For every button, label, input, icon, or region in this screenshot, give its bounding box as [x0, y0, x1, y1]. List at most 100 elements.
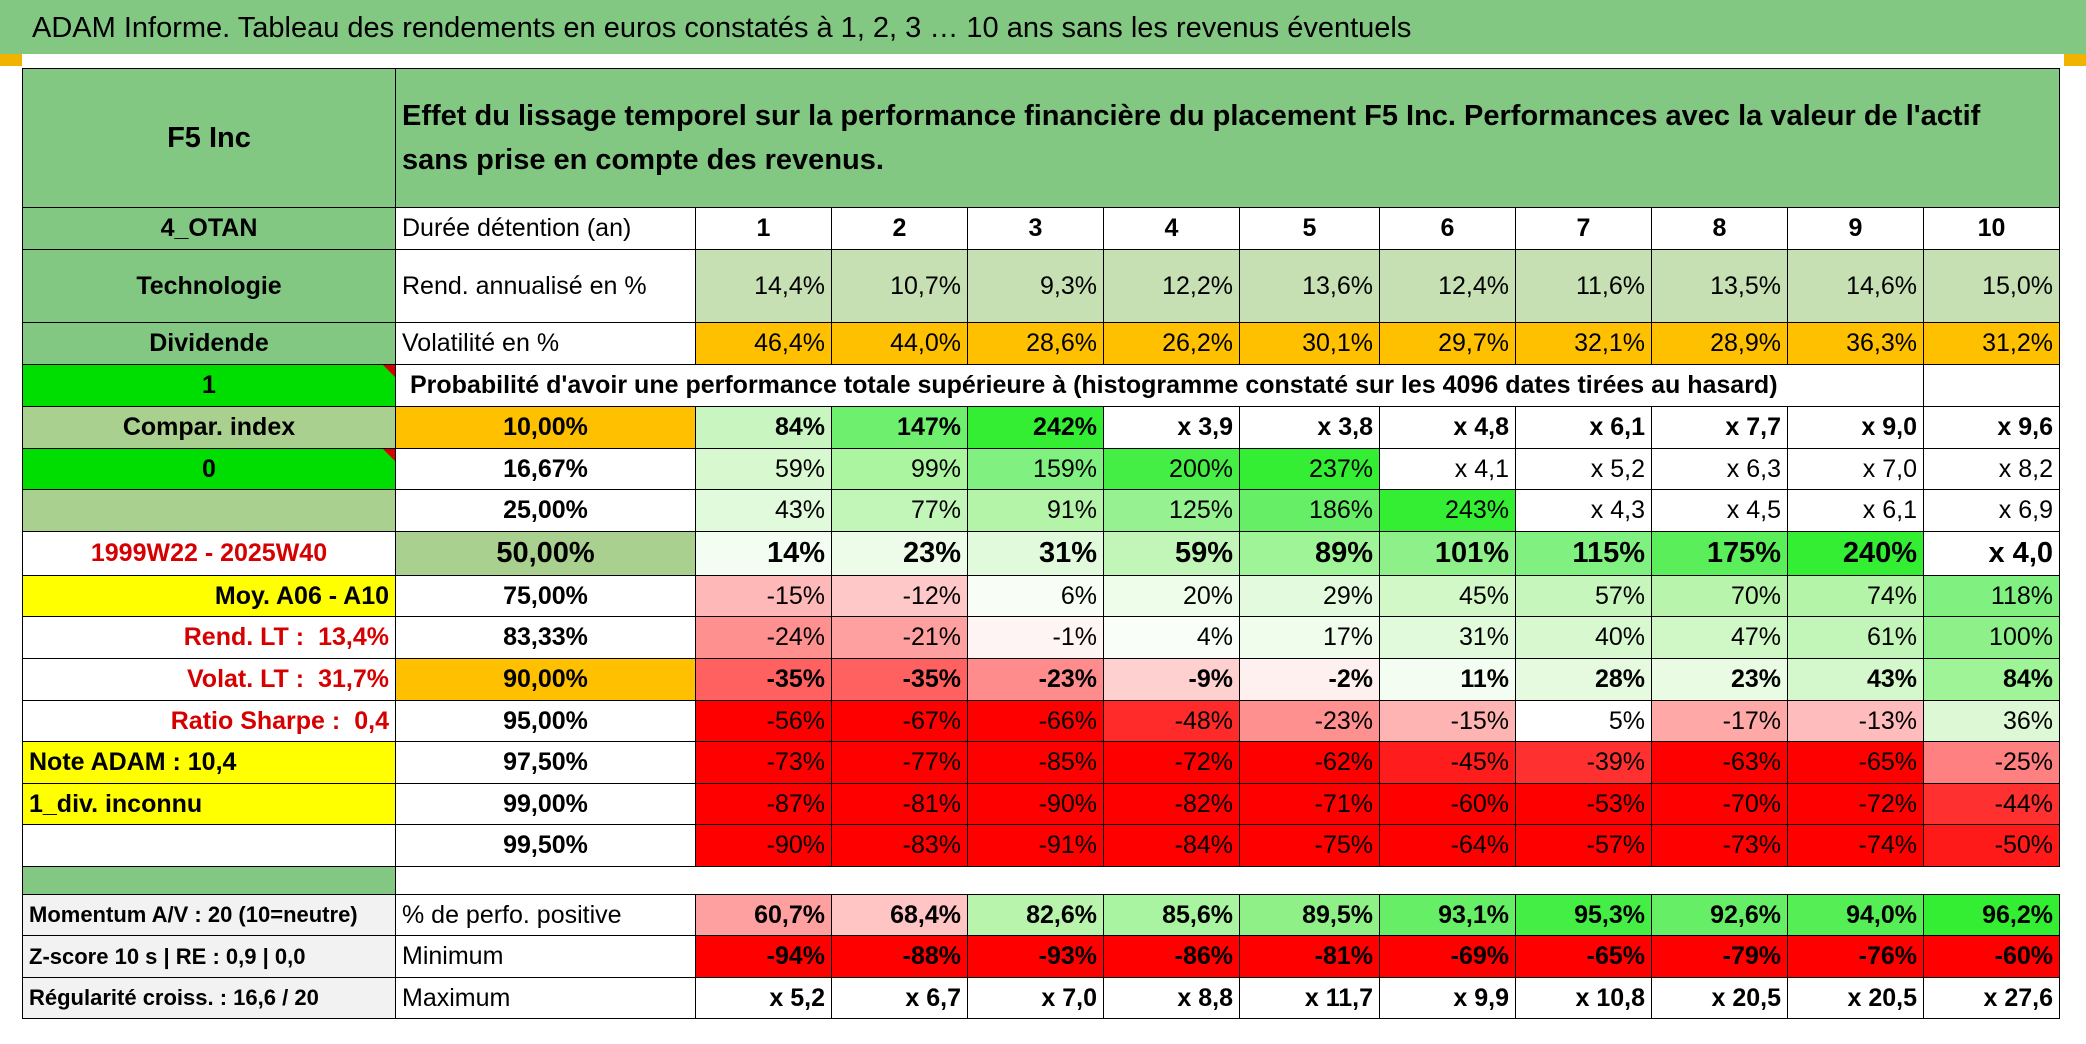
quantile-value: -57%	[1515, 824, 1652, 867]
quantile-value: -64%	[1379, 824, 1516, 867]
quantile-value: -60%	[1379, 783, 1516, 825]
quantile-value: -48%	[1103, 700, 1240, 742]
quantile-value: x 3,8	[1239, 406, 1380, 449]
positive-value: 82,6%	[967, 894, 1104, 936]
quantile-value: -21%	[831, 616, 968, 659]
rend-value: 11,6%	[1515, 249, 1652, 323]
report-title: ADAM Informe. Tableau des rendements en …	[0, 0, 2086, 54]
minimum-value: -93%	[967, 935, 1104, 978]
vol-value: 26,2%	[1103, 322, 1240, 365]
zscore-label: Z-score 10 s | RE : 0,9 | 0,0	[22, 935, 396, 978]
quantile-value: 77%	[831, 489, 968, 532]
vol-value: 46,4%	[695, 322, 832, 365]
quantile-value: 45%	[1379, 575, 1516, 617]
period-label: 1999W22 - 2025W40	[22, 531, 396, 576]
quantile-value: x 6,1	[1787, 489, 1924, 532]
quantile-value: 89%	[1239, 531, 1380, 576]
corner-marker	[2064, 54, 2086, 66]
vol-value: 32,1%	[1515, 322, 1652, 365]
vol-value: 44,0%	[831, 322, 968, 365]
quantile-value: -67%	[831, 700, 968, 742]
quantile-value: -12%	[831, 575, 968, 617]
momentum-label: Momentum A/V : 20 (10=neutre)	[22, 894, 396, 936]
quantile-value: 200%	[1103, 448, 1240, 490]
quantile-value: 100%	[1923, 616, 2060, 659]
vol-value: 28,6%	[967, 322, 1104, 365]
quantile-value: 31%	[1379, 616, 1516, 659]
quantile-value: 115%	[1515, 531, 1652, 576]
empty-cell	[1923, 364, 2060, 407]
flag-zero: 0	[22, 448, 396, 490]
quantile-value: 31%	[967, 531, 1104, 576]
rend-label: Rend. annualisé en %	[395, 249, 696, 323]
quantile-value: 147%	[831, 406, 968, 449]
quantile-label: 99,00%	[395, 783, 696, 825]
quantile-value: 99%	[831, 448, 968, 490]
quantile-label: 83,33%	[395, 616, 696, 659]
quantile-value: x 9,0	[1787, 406, 1924, 449]
quantile-value: -39%	[1515, 741, 1652, 784]
quantile-value: -17%	[1651, 700, 1788, 742]
quantile-value: -91%	[967, 824, 1104, 867]
quantile-value: 237%	[1239, 448, 1380, 490]
quantile-value: -23%	[1239, 700, 1380, 742]
quantile-value: -71%	[1239, 783, 1380, 825]
quantile-value: 175%	[1651, 531, 1788, 576]
quantile-value: -82%	[1103, 783, 1240, 825]
quantile-value: 57%	[1515, 575, 1652, 617]
quantile-value: 84%	[1923, 658, 2060, 701]
quantile-label: 25,00%	[395, 489, 696, 532]
positive-value: 60,7%	[695, 894, 832, 936]
quantile-value: -65%	[1787, 741, 1924, 784]
rend-value: 14,4%	[695, 249, 832, 323]
quantile-label: 97,50%	[395, 741, 696, 784]
quantile-value: x 4,5	[1651, 489, 1788, 532]
quantile-value: x 9,6	[1923, 406, 2060, 449]
quantile-value: -1%	[967, 616, 1104, 659]
vol-value: 30,1%	[1239, 322, 1380, 365]
horizon-header: 10	[1923, 207, 2060, 250]
quantile-value: 91%	[967, 489, 1104, 532]
quantile-value: 11%	[1379, 658, 1516, 701]
positive-value: 95,3%	[1515, 894, 1652, 936]
quantile-value: x 4,8	[1379, 406, 1516, 449]
quantile-value: -90%	[695, 824, 832, 867]
quantile-value: -24%	[695, 616, 832, 659]
quantile-label: 50,00%	[395, 531, 696, 576]
minimum-value: -65%	[1515, 935, 1652, 978]
quantile-value: 74%	[1787, 575, 1924, 617]
quantile-value: 17%	[1239, 616, 1380, 659]
corner-marker	[0, 54, 22, 66]
rend-value: 13,5%	[1651, 249, 1788, 323]
positive-label: % de perfo. positive	[395, 894, 696, 936]
volat-lt-label: Volat. LT : 31,7%	[22, 658, 396, 701]
quantile-value: -56%	[695, 700, 832, 742]
spacer-bar	[22, 866, 396, 895]
quantile-value: x 6,9	[1923, 489, 2060, 532]
blank-label	[22, 489, 396, 532]
volat-lt-label-value: 31,7%	[318, 665, 389, 693]
asset-code: 4_OTAN	[22, 207, 396, 250]
rend-value: 15,0%	[1923, 249, 2060, 323]
vol-value: 28,9%	[1651, 322, 1788, 365]
quantile-value: -45%	[1379, 741, 1516, 784]
quantile-label: 90,00%	[395, 658, 696, 701]
maximum-label: Maximum	[395, 977, 696, 1019]
quantile-value: 23%	[831, 531, 968, 576]
quantile-value: -35%	[831, 658, 968, 701]
quantile-value: 84%	[695, 406, 832, 449]
positive-value: 94,0%	[1787, 894, 1924, 936]
quantile-value: -23%	[967, 658, 1104, 701]
quantile-value: 240%	[1787, 531, 1924, 576]
quantile-value: -75%	[1239, 824, 1380, 867]
horizon-header: 8	[1651, 207, 1788, 250]
horizon-header: 2	[831, 207, 968, 250]
quantile-value: 20%	[1103, 575, 1240, 617]
quantile-value: 28%	[1515, 658, 1652, 701]
quantile-value: 6%	[967, 575, 1104, 617]
vol-label: Volatilité en %	[395, 322, 696, 365]
minimum-value: -79%	[1651, 935, 1788, 978]
quantile-value: 118%	[1923, 575, 2060, 617]
quantile-value: 36%	[1923, 700, 2060, 742]
asset-name: F5 Inc	[22, 68, 396, 208]
